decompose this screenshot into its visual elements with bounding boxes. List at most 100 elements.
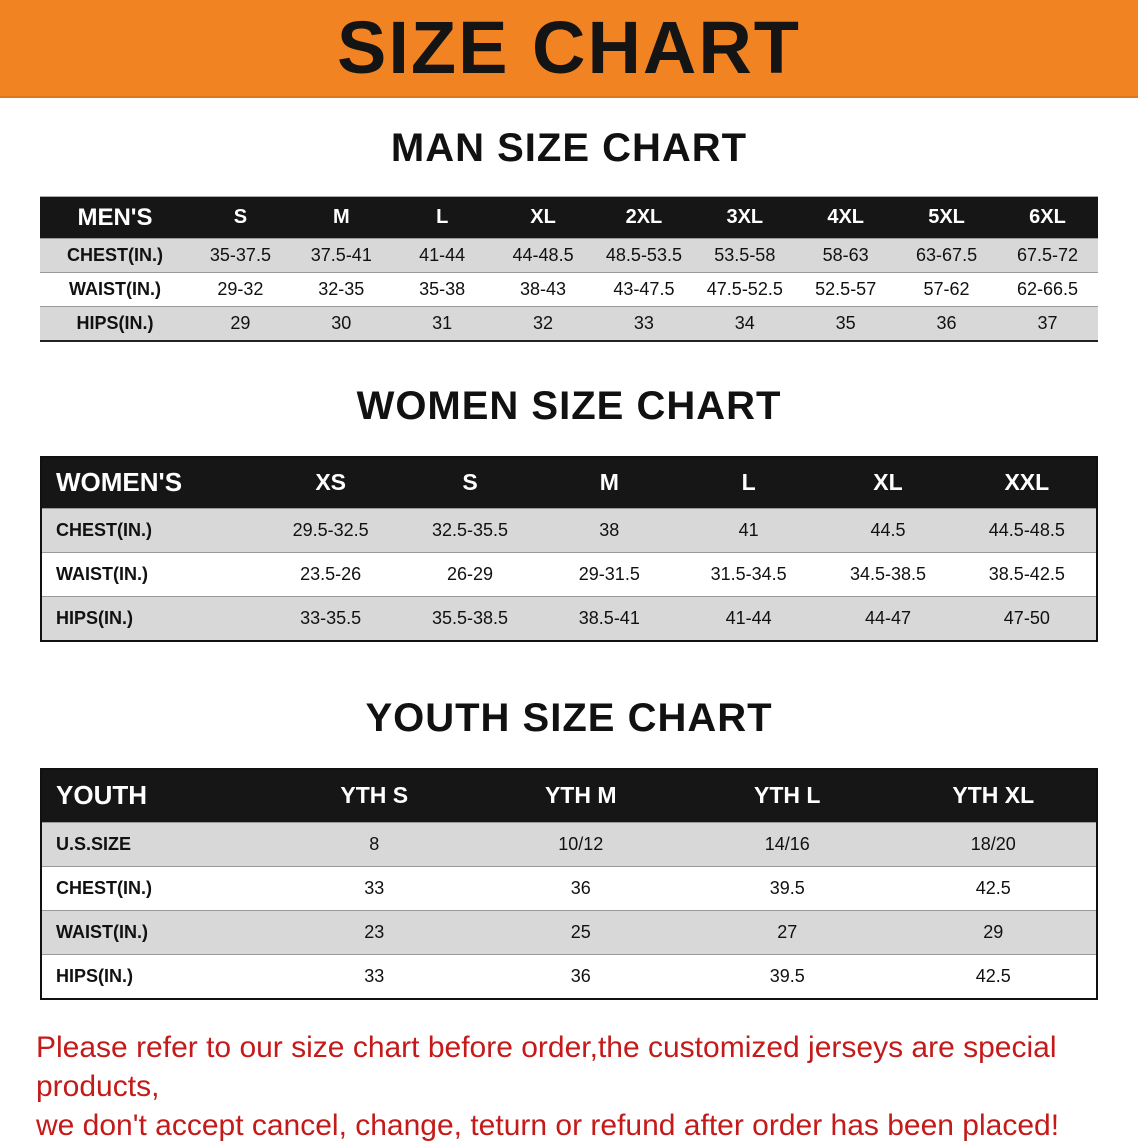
page-title: SIZE CHART — [337, 6, 801, 89]
row-label: HIPS(IN.) — [41, 954, 271, 999]
table-row: WAIST(IN.) 23 25 27 29 — [41, 910, 1097, 955]
row-label: CHEST(IN.) — [41, 508, 261, 553]
size-value: 29 — [890, 910, 1097, 955]
size-value: 44-48.5 — [492, 238, 594, 273]
size-value: 44.5 — [818, 508, 958, 553]
size-value: 29 — [190, 306, 291, 341]
size-value: 29-31.5 — [539, 552, 679, 597]
size-value: 35-37.5 — [190, 238, 291, 273]
row-label: U.S.SIZE — [41, 822, 271, 867]
size-value: 35.5-38.5 — [400, 596, 540, 641]
size-value: 41 — [678, 508, 819, 553]
man-size-table: MEN'S S M L XL 2XL 3XL 4XL 5XL 6XL CHEST(IN.) 35-37… — [40, 196, 1098, 342]
table-row: WAIST(IN.) 29-32 32-35 35-38 38-43 43-47.5 47.… — [40, 272, 1098, 307]
youth-size-table: YOUTH YTH S YTH M YTH L YTH XL U.S.SIZE 8 10/12… — [40, 767, 1098, 1000]
table-row: CHEST(IN.) 29.5-32.5 32.5-35.5 38 41 44.5 44.5… — [41, 508, 1097, 553]
size-value: 36 — [477, 954, 684, 999]
size-value: 18/20 — [890, 822, 1097, 867]
size-value: 23.5-26 — [261, 552, 401, 597]
size-value: 42.5 — [890, 866, 1097, 911]
size-value: 38.5-41 — [539, 596, 679, 641]
size-value: 38.5-42.5 — [957, 552, 1097, 597]
footer-line-1: Please refer to our size chart before or… — [36, 1030, 1057, 1103]
size-column-header: L — [741, 469, 756, 496]
table-row: CHEST(IN.) 33 36 39.5 42.5 — [41, 866, 1097, 911]
size-value: 34.5-38.5 — [818, 552, 958, 597]
size-value: 30 — [290, 306, 392, 341]
size-value: 42.5 — [890, 954, 1097, 999]
man-size-heading: MAN SIZE CHART — [390, 126, 748, 170]
size-value: 53.5-58 — [694, 238, 796, 273]
size-value: 62-66.5 — [997, 272, 1098, 307]
size-column-header: M — [332, 206, 350, 228]
size-value: 32 — [492, 306, 594, 341]
size-column-header: 3XL — [726, 206, 764, 228]
size-value: 41-44 — [678, 596, 819, 641]
size-value: 37.5-41 — [290, 238, 392, 273]
size-value: 27 — [684, 910, 891, 955]
size-value: 36 — [477, 866, 684, 911]
row-label: WAIST(IN.) — [41, 552, 261, 597]
size-column-header: XL — [530, 206, 556, 228]
size-column-header: S — [233, 206, 248, 228]
table-row: U.S.SIZE 8 10/12 14/16 18/20 — [41, 822, 1097, 867]
size-column-header: 2XL — [625, 206, 663, 228]
size-value: 41-44 — [391, 238, 493, 273]
size-value: 33-35.5 — [261, 596, 401, 641]
size-column-header: 6XL — [1029, 206, 1066, 228]
size-column-header: YTH M — [544, 782, 617, 809]
size-value: 33 — [271, 954, 478, 999]
size-value: 67.5-72 — [997, 238, 1098, 273]
table-category-header: YOUTH — [56, 780, 147, 811]
table-row: HIPS(IN.) 29 30 31 32 33 34 35 36 37 — [40, 306, 1098, 341]
table-row: HIPS(IN.) 33 36 39.5 42.5 — [41, 954, 1097, 999]
youth-size-section: YOUTH SIZE CHART YOUTH YTH S YTH M YTH L YTH… — [0, 696, 1138, 1000]
row-label: HIPS(IN.) — [41, 596, 261, 641]
size-value: 8 — [271, 822, 478, 867]
size-value: 29-32 — [190, 272, 291, 307]
size-value: 39.5 — [684, 866, 891, 911]
size-column-header: YTH L — [754, 782, 821, 809]
size-value: 10/12 — [477, 822, 684, 867]
size-value: 31.5-34.5 — [678, 552, 819, 597]
size-value: 44.5-48.5 — [957, 508, 1097, 553]
size-value: 52.5-57 — [795, 272, 897, 307]
row-label: WAIST(IN.) — [40, 272, 190, 307]
size-value: 32-35 — [290, 272, 392, 307]
size-value: 39.5 — [684, 954, 891, 999]
size-column-header: M — [599, 469, 619, 496]
size-column-header: 5XL — [928, 206, 965, 228]
table-header-row: YOUTH YTH S YTH M YTH L YTH XL — [41, 768, 1097, 823]
size-value: 33 — [593, 306, 695, 341]
size-value: 14/16 — [684, 822, 891, 867]
table-category-header: MEN'S — [77, 203, 153, 231]
row-label: CHEST(IN.) — [41, 866, 271, 911]
table-header-row: WOMEN'S XS S M L XL XXL — [41, 456, 1097, 509]
size-value: 25 — [477, 910, 684, 955]
size-value: 35 — [795, 306, 897, 341]
footer-note: Please refer to our size chart before or… — [0, 1028, 1138, 1145]
table-category-header: WOMEN'S — [56, 467, 183, 498]
size-value: 26-29 — [400, 552, 540, 597]
size-value: 34 — [694, 306, 796, 341]
size-value: 63-67.5 — [896, 238, 997, 273]
size-column-header: XS — [315, 469, 346, 496]
size-value: 57-62 — [896, 272, 997, 307]
size-value: 29.5-32.5 — [261, 508, 401, 553]
size-value: 43-47.5 — [593, 272, 695, 307]
size-value: 23 — [271, 910, 478, 955]
size-column-header: XL — [873, 469, 903, 496]
size-value: 44-47 — [818, 596, 958, 641]
size-value: 33 — [271, 866, 478, 911]
size-chart-banner: SIZE CHART — [0, 0, 1138, 98]
size-value: 37 — [997, 306, 1098, 341]
size-column-header: YTH S — [340, 782, 409, 809]
women-size-table: WOMEN'S XS S M L XL XXL CHEST(IN.) 29.5-32.5 32.5… — [40, 455, 1098, 642]
row-label: CHEST(IN.) — [40, 238, 190, 273]
size-value: 35-38 — [391, 272, 493, 307]
size-value: 47-50 — [957, 596, 1097, 641]
table-row: HIPS(IN.) 33-35.5 35.5-38.5 38.5-41 41-44 44-… — [41, 596, 1097, 641]
size-column-header: XXL — [1004, 469, 1050, 496]
women-size-section: WOMEN SIZE CHART WOMEN'S XS S M L XL XXL CHEST(… — [0, 384, 1138, 642]
footer-line-2: we don't accept cancel, change, teturn o… — [36, 1108, 1060, 1142]
